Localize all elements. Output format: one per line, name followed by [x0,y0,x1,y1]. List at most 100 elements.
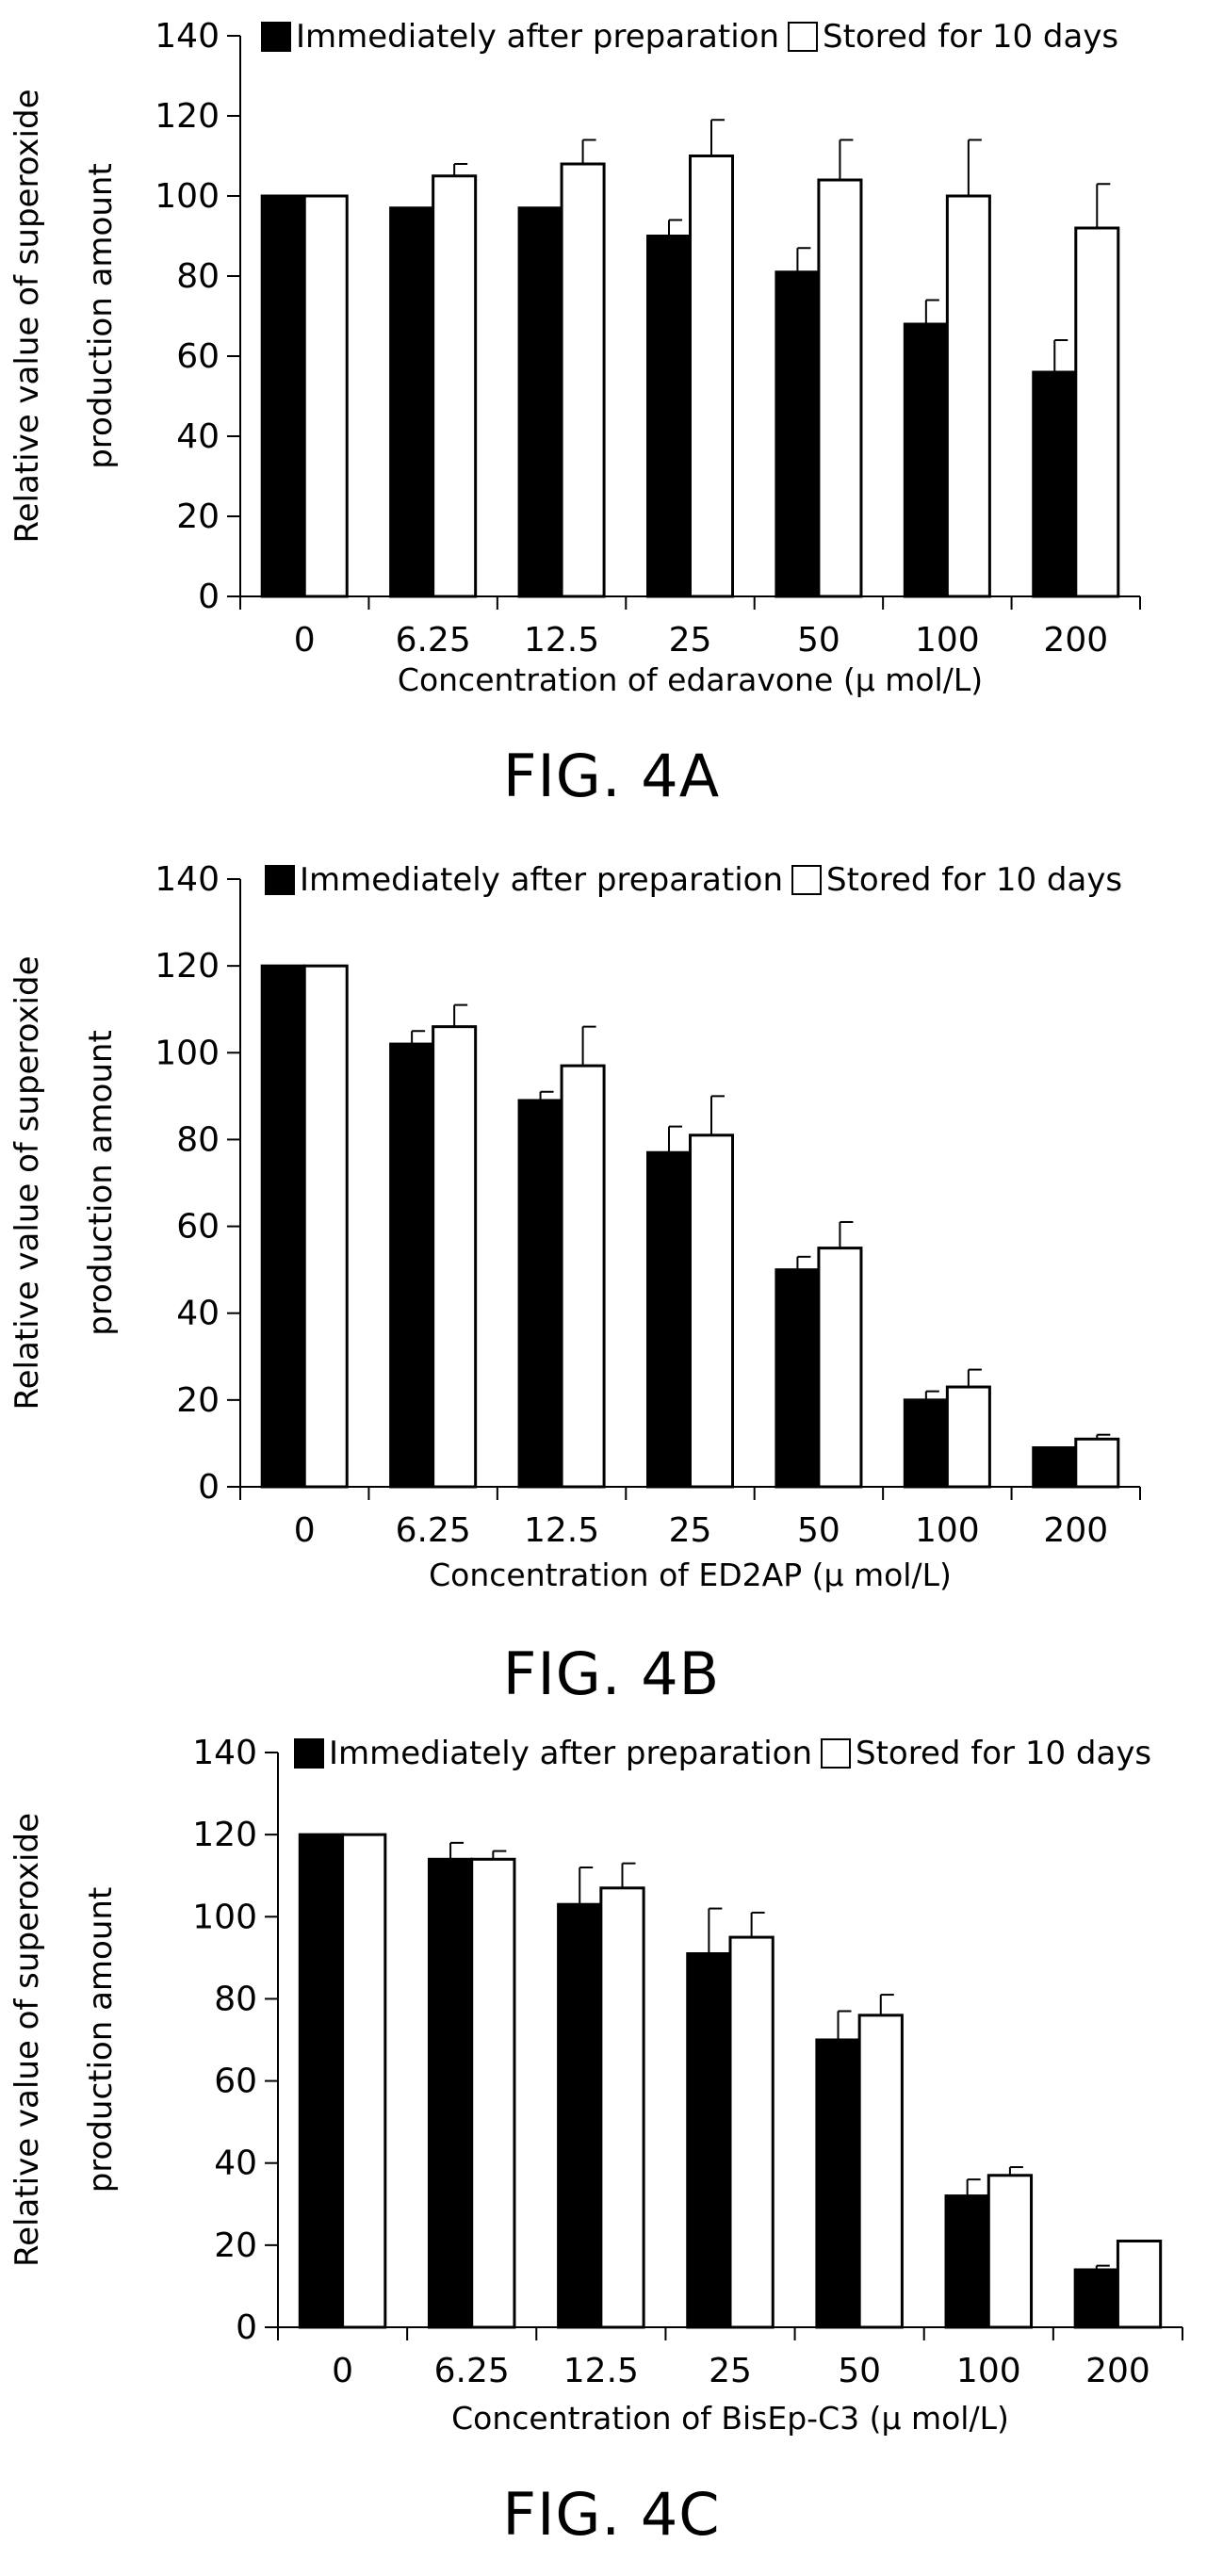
bar-stored-25 [689,1133,735,1489]
y-axis-label-line-2: production amount [82,1887,120,2193]
y-tick-label: 80 [176,257,220,296]
chart-3: 0 20 40 60 80 100 120 140 0 6.25 12.5 25 50 100 200 Imm… [8,1734,1183,2549]
x-tick-label: 0 [294,621,316,660]
legend-swatch-immediately [261,22,291,52]
bar-stored-25 [728,1935,775,2329]
legend-label-stored: Stored for 10 days [826,861,1122,899]
y-axis-label-line-1: Relative value of superoxide [8,1813,46,2267]
x-tick-label: 50 [797,621,840,660]
y-tick-label: 100 [155,1034,220,1072]
bar-stored-6_25 [470,1857,516,2329]
legend-label-stored: Stored for 10 days [823,18,1118,56]
bar-stored-25 [689,155,735,598]
bar-immediately-6_25 [389,206,435,598]
x-tick-label: 200 [1043,621,1108,660]
bar-immediately-200 [1073,2268,1119,2329]
bar-stored-6_25 [432,174,478,598]
bar-immediately-12_5 [557,1902,603,2329]
y-tick-label: 140 [192,1734,257,1772]
x-tick-label: 25 [669,621,712,660]
chart-1: 0 20 40 60 80 100 120 140 0 6.25 12.5 25 50 100 200 Imm… [8,17,1141,810]
y-tick-label: 40 [176,417,220,456]
figure-label: FIG. 4C [502,2480,720,2549]
y-tick-label: 80 [214,1980,257,2018]
bar-immediately-0 [260,964,306,1489]
bar-immediately-50 [775,270,821,598]
bar-stored-200 [1074,226,1120,598]
y-tick-label: 60 [214,2062,257,2101]
figure-label: FIG. 4A [503,742,720,810]
x-tick-label: 6.25 [396,1511,471,1550]
bar-stored-12_5 [560,162,606,598]
x-tick-label: 12.5 [563,2352,639,2390]
y-tick-label: 0 [198,578,220,616]
bar-immediately-50 [815,2038,861,2329]
bar-immediately-12_5 [517,1099,563,1489]
bar-stored-200 [1074,1437,1120,1489]
y-tick-label: 20 [214,2226,257,2265]
bar-stored-0 [302,964,349,1489]
legend-swatch-stored [821,1738,852,1769]
legend-label-immediately: Immediately after preparation [300,861,783,899]
x-tick-label: 100 [956,2352,1021,2390]
bar-stored-200 [1116,2240,1163,2329]
bar-immediately-200 [1032,370,1078,598]
bar-immediately-12_5 [517,206,563,598]
y-tick-label: 100 [155,177,220,216]
y-tick-label: 60 [176,1208,220,1247]
legend-label-immediately: Immediately after preparation [329,1735,812,1772]
x-tick-label: 100 [915,1511,980,1550]
figure-label: FIG. 4B [503,1639,720,1708]
y-tick-label: 140 [155,17,220,56]
x-tick-label: 50 [797,1511,840,1550]
x-tick-label: 50 [838,2352,881,2390]
bar-stored-6_25 [432,1025,478,1489]
legend-label-immediately: Immediately after preparation [296,18,779,56]
bar-stored-0 [302,194,349,598]
bar-immediately-50 [775,1268,821,1489]
y-tick-label: 80 [176,1120,220,1159]
x-tick-label: 0 [332,2352,353,2390]
x-tick-label: 0 [294,1511,316,1550]
bar-immediately-200 [1032,1446,1078,1489]
bar-stored-50 [817,178,863,598]
x-axis-label: Concentration of BisEp-C3 (μ mol/L) [451,2400,1009,2437]
chart-2: 0 20 40 60 80 100 120 140 0 6.25 12.5 25 50 100 200 Imm… [8,860,1141,1708]
legend-swatch-immediately [294,1738,324,1769]
bar-stored-100 [987,2174,1034,2329]
y-tick-label: 120 [155,97,220,136]
x-tick-label: 200 [1043,1511,1108,1550]
legend-swatch-immediately [265,865,295,895]
x-axis-label: Concentration of ED2AP (μ mol/L) [429,1557,952,1593]
y-axis-label-line-2: production amount [82,1030,120,1336]
bar-stored-50 [817,1247,863,1489]
bar-immediately-100 [903,1398,949,1489]
bar-immediately-100 [944,2194,990,2329]
bar-immediately-6_25 [427,1857,474,2329]
bar-immediately-25 [645,235,693,598]
x-tick-label: 6.25 [434,2352,510,2390]
y-axis-label-line-1: Relative value of superoxide [8,90,46,544]
y-tick-label: 100 [192,1898,257,1936]
bar-immediately-100 [903,322,949,598]
y-tick-label: 0 [198,1468,220,1507]
bar-stored-50 [857,2014,904,2329]
y-tick-label: 40 [214,2144,257,2183]
y-axis-label-line-1: Relative value of superoxide [8,956,46,1410]
y-tick-label: 140 [155,860,220,899]
y-tick-label: 120 [192,1816,257,1854]
x-axis-label: Concentration of edaravone (μ mol/L) [398,661,983,698]
bar-immediately-0 [260,194,306,598]
y-axis-label-line-2: production amount [82,163,120,469]
legend-label-stored: Stored for 10 days [856,1735,1151,1772]
bar-stored-100 [945,194,991,598]
y-tick-label: 0 [236,2308,257,2347]
bar-stored-0 [341,1833,387,2329]
legend: Immediately after preparation Stored for … [265,861,1122,899]
x-tick-label: 25 [709,2352,752,2390]
bar-stored-12_5 [560,1064,606,1489]
bar-immediately-25 [645,1150,693,1489]
x-tick-label: 12.5 [524,1511,599,1550]
bar-immediately-0 [298,1833,345,2329]
